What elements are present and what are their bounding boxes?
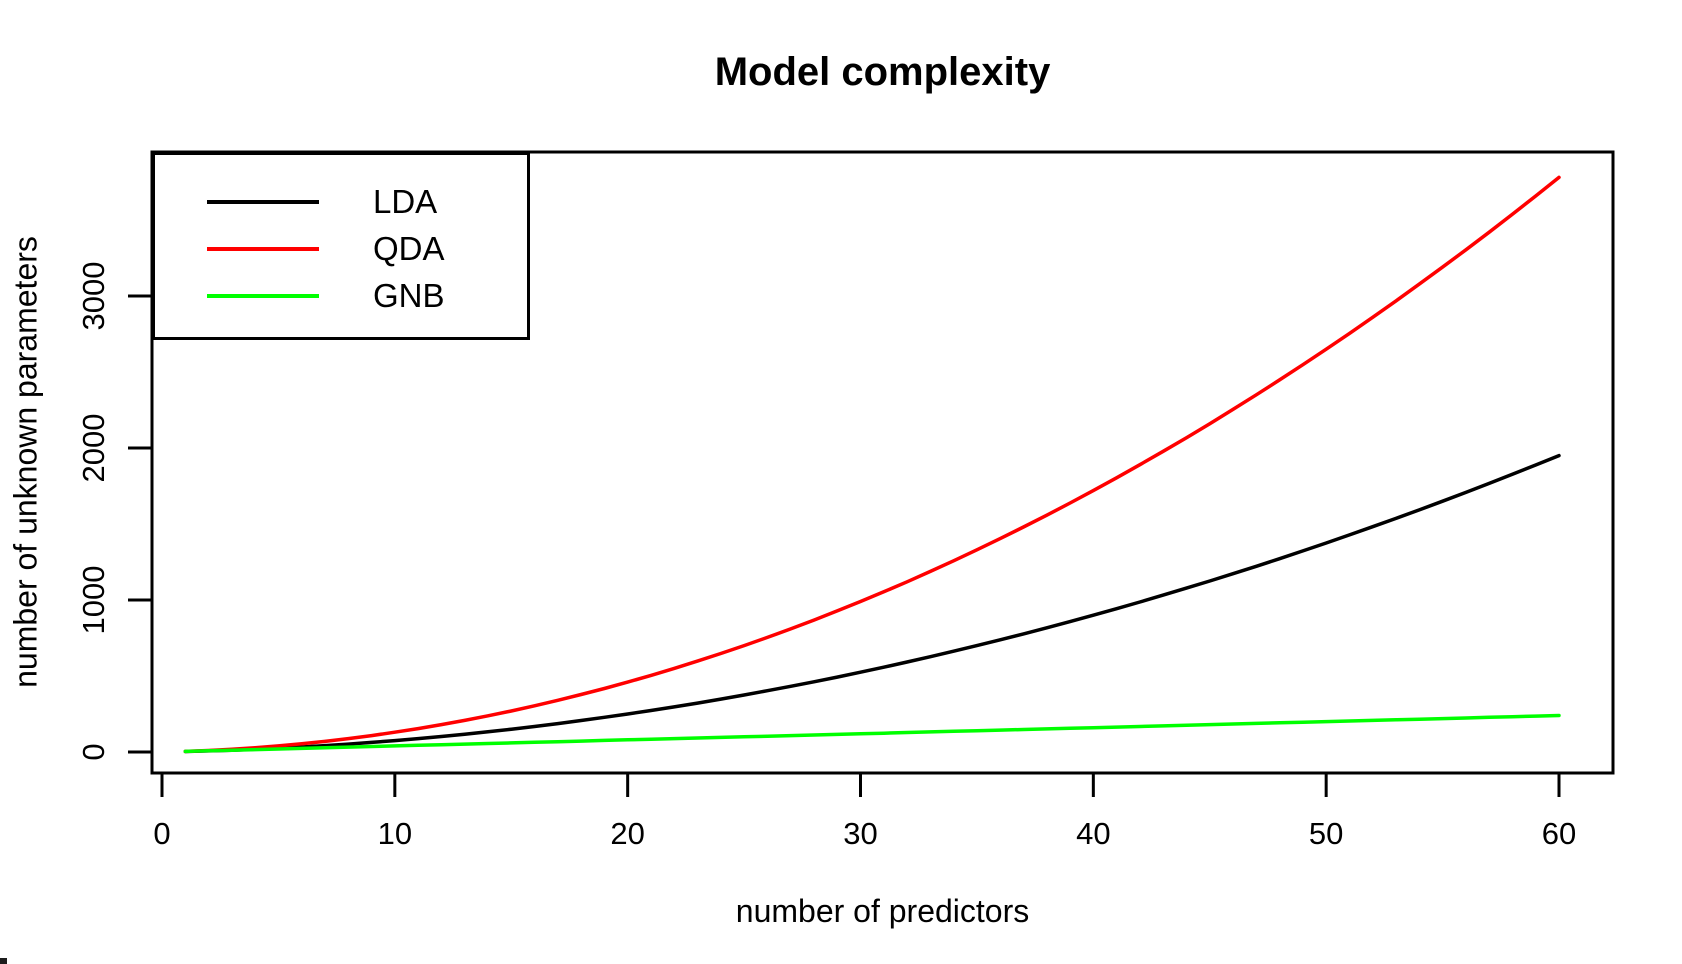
x-tick-label: 30 [843,816,878,851]
x-tick-label: 60 [1541,816,1577,851]
legend-swatch [207,200,319,204]
x-tick-label: 10 [377,816,413,851]
legend-item-qda: QDA [155,230,527,267]
legend-swatch [207,247,319,251]
y-tick-label: 0 [76,743,111,761]
y-tick-label: 2000 [76,413,111,483]
x-tick-label: 0 [153,816,171,851]
plot-border [150,150,1615,775]
legend-item-gnb: GNB [155,277,527,314]
series-line-gnb [183,713,1561,754]
legend-item-lda: LDA [155,183,527,220]
screen-artifact [0,958,7,964]
legend-swatch [207,294,319,298]
series-line-lda [183,453,1561,754]
y-tick-label: 3000 [76,261,111,331]
y-tick-label: 1000 [76,565,111,635]
y-axis-label: number of unknown parameters [7,236,44,688]
legend-label: GNB [373,277,445,314]
legend: LDA QDA GNB [152,152,530,340]
chart-title: Model complexity [714,50,1051,94]
x-tick-label: 50 [1308,816,1344,851]
x-tick-label: 40 [1076,816,1111,851]
legend-label: QDA [373,230,445,267]
series-line-qda [183,175,1561,754]
x-tick-label: 20 [610,816,645,851]
x-axis-label: number of predictors [735,893,1030,929]
legend-label: LDA [373,183,438,220]
